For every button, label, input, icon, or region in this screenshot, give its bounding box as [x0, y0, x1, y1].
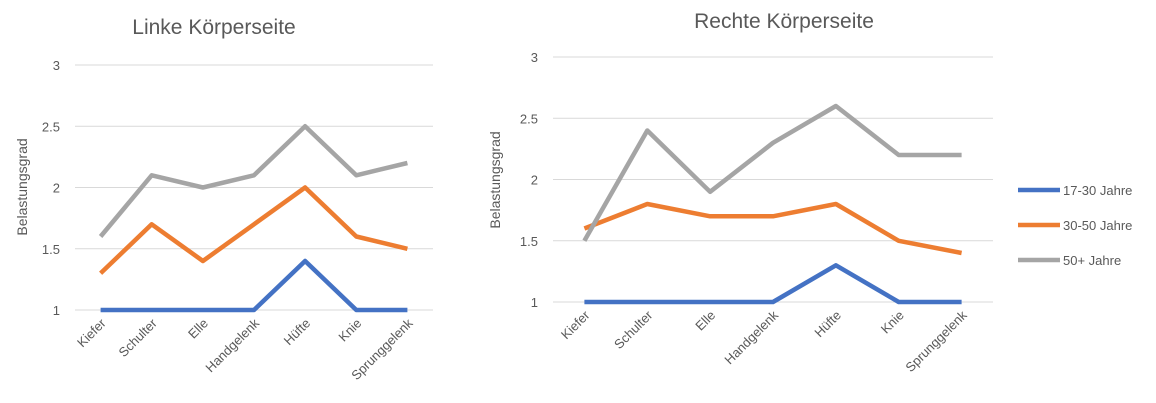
x-tick-label-left: Handgelenk [202, 315, 262, 375]
series-line-right [582, 103, 962, 242]
x-tick-label-left: Elle [185, 316, 211, 342]
legend-label: 50+ Jahre [1063, 253, 1121, 268]
legend: 17-30 Jahre 30-50 Jahre 50+ Jahre [1018, 183, 1132, 268]
y-tick-label-right: 2 [531, 173, 538, 188]
chart-title-left: Linke Körperseite [132, 16, 295, 39]
y-tick-label-left: 2.5 [42, 119, 60, 134]
chart-right: Rechte Körperseite Belastungsgrad 1 1.5 2 2… [487, 10, 993, 375]
y-tick-label-right: 1 [531, 295, 538, 310]
y-tick-label-left: 1.5 [42, 242, 60, 257]
y-tick-label-right: 2.5 [520, 111, 538, 126]
chart-left: Linke Körperseite Belastungsgrad 1 1.5 2 2.… [14, 16, 433, 383]
y-axis-label-right: Belastungsgrad [487, 131, 503, 228]
x-tick-label-left: Knie [335, 316, 364, 345]
legend-label: 30-50 Jahre [1063, 218, 1132, 233]
y-tick-label-left: 3 [53, 58, 60, 73]
y-axis-label-left: Belastungsgrad [14, 138, 30, 235]
y-tick-label-right: 3 [531, 50, 538, 65]
x-tick-label-left: Hüfte [281, 316, 314, 349]
x-tick-label-right: Handgelenk [721, 307, 781, 367]
x-tick-label-right: Elle [692, 308, 718, 334]
chart-title-right: Rechte Körperseite [694, 10, 874, 33]
series-line-right [583, 201, 963, 256]
y-tick-label-right: 1.5 [520, 234, 538, 249]
series-line-left [99, 185, 408, 275]
x-tick-label-left: Schulter [115, 315, 160, 360]
x-tick-label-right: Kiefer [558, 307, 593, 342]
y-tick-label-left: 2 [53, 181, 60, 196]
x-tick-label-right: Sprunggelenk [902, 307, 970, 375]
x-tick-label-right: Hüfte [811, 308, 844, 341]
y-tick-label-left: 1 [53, 303, 60, 318]
series-line-left [100, 258, 408, 313]
x-tick-label-left: Kiefer [74, 315, 109, 350]
x-tick-label-right: Schulter [611, 307, 656, 352]
x-tick-label-right: Knie [878, 308, 907, 337]
series-line-right [584, 263, 962, 305]
series-line-left [98, 124, 408, 238]
legend-label: 17-30 Jahre [1063, 183, 1132, 198]
